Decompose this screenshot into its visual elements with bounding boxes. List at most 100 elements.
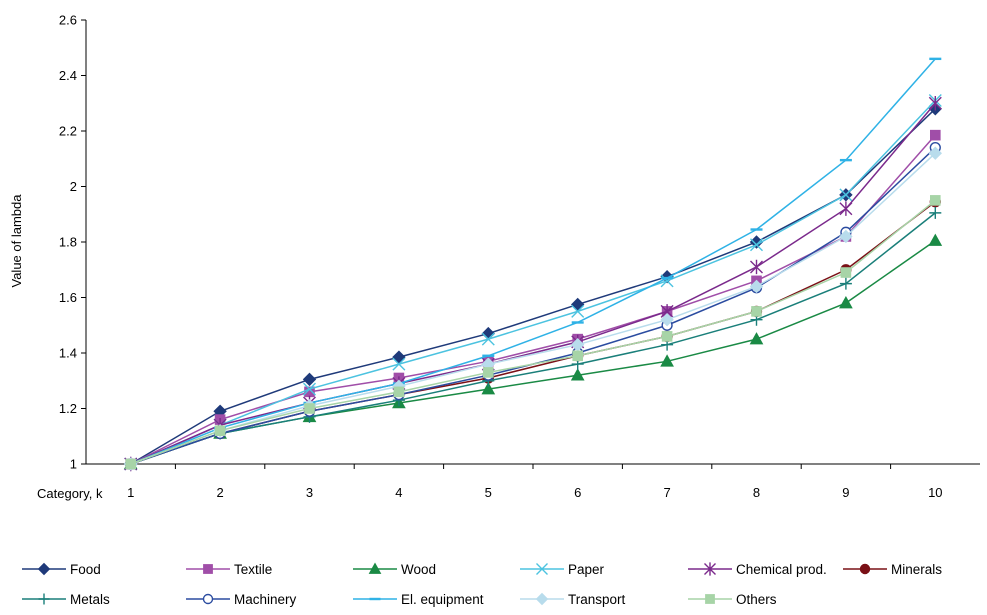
series-line-chemical-prod xyxy=(130,102,936,465)
data-point-paper xyxy=(481,332,495,346)
series-line-textile xyxy=(130,134,936,465)
legend-item-wood: Wood xyxy=(353,562,436,577)
y-tick-label: 1.2 xyxy=(59,401,77,416)
x-tick-label: 4 xyxy=(395,485,402,500)
legend-item-transport: Transport xyxy=(520,592,626,607)
series-transport xyxy=(123,146,943,471)
y-tick-label: 2.6 xyxy=(59,13,77,28)
legend-label: Textile xyxy=(234,562,272,577)
data-point-others xyxy=(840,267,852,278)
data-point-paper xyxy=(750,238,763,252)
data-point-others xyxy=(661,331,673,342)
data-point-wood xyxy=(481,382,496,395)
data-point-transport xyxy=(839,229,853,244)
x-tick-label: 1 xyxy=(127,485,134,500)
legend-item-chemical-prod: Chemical prod. xyxy=(688,562,827,577)
data-point-chemical-prod xyxy=(750,259,763,275)
series-line-transport xyxy=(130,152,936,465)
legend-label: Machinery xyxy=(234,592,297,607)
data-point-others xyxy=(483,367,494,378)
legend-label: Wood xyxy=(401,562,436,577)
data-point-transport xyxy=(928,146,943,160)
legend-marker xyxy=(368,562,382,574)
data-point-others xyxy=(930,195,941,206)
data-point-wood xyxy=(570,368,585,381)
data-point-paper xyxy=(571,304,585,318)
legend-label: El. equipment xyxy=(401,592,484,607)
data-point-wood xyxy=(660,354,674,367)
data-point-paper xyxy=(660,274,674,288)
data-point-food xyxy=(302,372,317,387)
x-tick-label: 7 xyxy=(663,485,670,500)
legend-marker xyxy=(38,593,50,605)
y-tick-label: 1.4 xyxy=(59,346,77,361)
y-tick-label: 2.2 xyxy=(59,124,77,139)
data-point-textile xyxy=(930,129,941,141)
legend-item-food: Food xyxy=(22,562,101,577)
data-point-chemical-prod xyxy=(928,96,942,111)
data-point-others xyxy=(751,306,762,317)
legend-item-paper: Paper xyxy=(520,562,605,577)
data-point-paper xyxy=(303,382,316,396)
series-line-machinery xyxy=(130,147,936,465)
data-point-others xyxy=(125,458,137,470)
legend-marker xyxy=(859,563,871,575)
legend-marker xyxy=(535,592,549,606)
data-point-metals xyxy=(929,206,942,219)
legend-item-textile: Textile xyxy=(186,562,272,577)
series-line-el-equipment xyxy=(130,58,936,465)
x-axis-label: Category, k xyxy=(37,486,103,501)
data-point-chemical-prod xyxy=(839,201,853,216)
data-point-transport xyxy=(749,279,764,294)
legend-item-minerals: Minerals xyxy=(843,562,942,577)
x-tick-label: 8 xyxy=(753,485,760,500)
data-point-others xyxy=(393,386,405,398)
series-el-equipment xyxy=(124,57,942,466)
x-tick-label: 6 xyxy=(574,485,581,500)
legend-label: Others xyxy=(736,592,777,607)
series-line-food xyxy=(130,108,936,465)
legend-label: Paper xyxy=(568,562,605,577)
data-point-transport xyxy=(660,312,674,327)
legend-label: Minerals xyxy=(891,562,942,577)
legend-marker xyxy=(705,594,715,604)
legend-item-machinery: Machinery xyxy=(186,592,297,607)
legend-label: Food xyxy=(70,562,101,577)
legend-item-metals: Metals xyxy=(22,592,110,607)
data-point-others xyxy=(214,425,226,436)
data-point-food xyxy=(570,297,585,312)
series-line-paper xyxy=(130,99,936,465)
series-line-metals xyxy=(130,212,936,465)
y-tick-label: 1.6 xyxy=(59,290,77,305)
series-line-minerals xyxy=(130,201,936,465)
data-point-food xyxy=(392,350,406,364)
data-point-paper xyxy=(839,188,853,202)
x-tick-label: 5 xyxy=(485,485,492,500)
legend-item-others: Others xyxy=(688,592,777,607)
legend-label: Chemical prod. xyxy=(736,562,827,577)
data-point-metals xyxy=(839,277,852,290)
data-point-others xyxy=(572,350,584,362)
y-tick-label: 1.8 xyxy=(59,235,77,250)
series-lines xyxy=(123,57,943,472)
y-axis-label: Value of lambda xyxy=(9,194,24,288)
series-wood xyxy=(123,233,943,470)
data-point-paper xyxy=(392,357,406,371)
series-others xyxy=(125,195,941,470)
legend: Food Textile Wood Paper Chemical prod. Minera… xyxy=(22,562,942,607)
legend-item-el-equipment: El. equipment xyxy=(353,592,484,607)
legend-label: Transport xyxy=(568,592,626,607)
y-tick-label: 1 xyxy=(70,457,77,472)
x-tick-label: 9 xyxy=(842,485,849,500)
data-point-wood xyxy=(749,332,764,345)
legend-marker xyxy=(704,562,716,576)
x-tick-label: 3 xyxy=(306,485,313,500)
data-point-wood xyxy=(839,296,853,309)
legend-marker xyxy=(202,593,214,605)
x-tick-label: 10 xyxy=(928,485,942,500)
legend-label: Metals xyxy=(70,592,110,607)
y-tick-label: 2.4 xyxy=(59,68,77,83)
axes: 1 1.2 1.4 1.6 1.8 2 2.2 2.4 2.6 1 2 3 4 5 6 7 8 9 10 xyxy=(59,13,980,500)
